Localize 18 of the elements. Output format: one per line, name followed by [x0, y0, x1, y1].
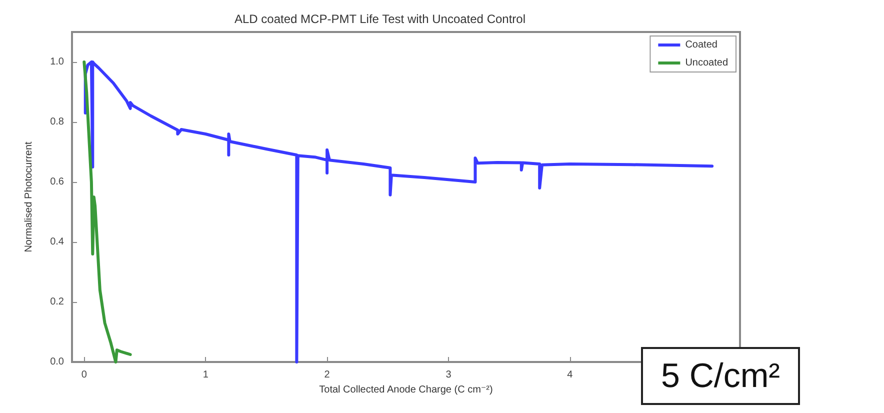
y-axis-title: Normalised Photocurrent — [24, 141, 34, 252]
x-tick-label: 2 — [324, 370, 330, 380]
annotation: 5 C/cm² — [661, 357, 780, 395]
y-tick-label: 1.0 — [50, 56, 64, 68]
x-tick-label: 4 — [567, 370, 574, 380]
x-axis-title: Total Collected Anode Charge (C cm⁻²) — [319, 384, 493, 396]
y-tick-label: 0.4 — [50, 236, 64, 248]
x-tick-label: 0 — [81, 370, 88, 380]
line-series — [82, 60, 132, 364]
chart-title: ALD coated MCP-PMT Life Test with Uncoated Control — [234, 12, 526, 26]
x-tick-label: 1 — [202, 370, 209, 380]
y-tick-label: 0.6 — [50, 176, 64, 188]
x-tick-label: 3 — [446, 370, 452, 380]
legend-label: Coated — [685, 40, 718, 50]
y-tick-label: 0.0 — [50, 356, 64, 368]
y-tick-label: 0.2 — [50, 296, 64, 308]
legend-label: Uncoated — [685, 58, 728, 68]
y-tick-label: 0.8 — [50, 116, 64, 128]
